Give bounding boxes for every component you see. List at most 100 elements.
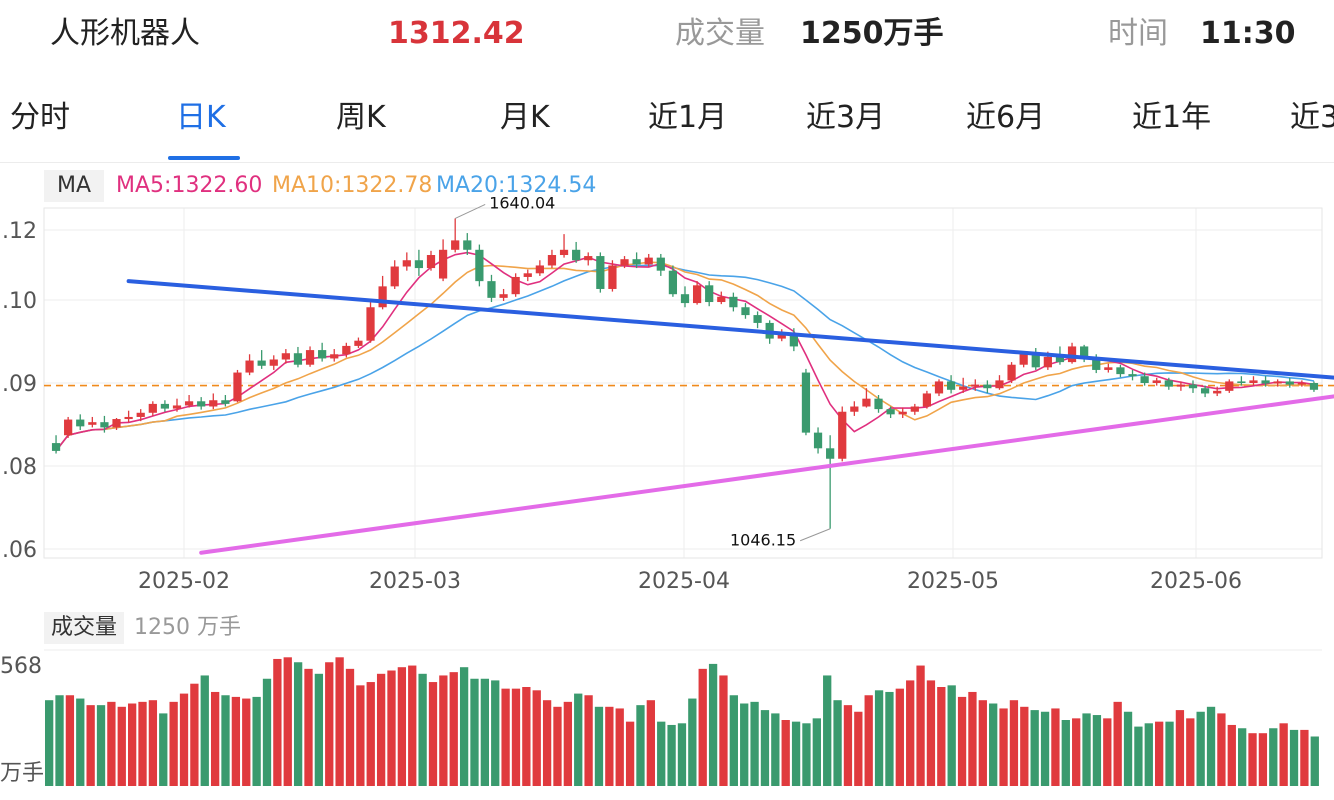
candle <box>1200 385 1210 398</box>
trend-lines <box>126 279 1334 555</box>
instrument-name: 人形机器人 <box>50 16 200 51</box>
candle <box>245 354 254 376</box>
candle-body <box>1200 388 1210 394</box>
candle <box>342 342 351 358</box>
volume-bar <box>532 690 541 786</box>
volume-tag[interactable]: 成交量 <box>44 612 124 644</box>
candle <box>499 288 508 301</box>
candle <box>1164 377 1173 390</box>
candle-body <box>1249 380 1258 383</box>
volume-bar <box>1040 711 1050 786</box>
volume-bar <box>418 673 427 786</box>
candle-body <box>717 296 726 303</box>
volume-bar <box>117 706 126 786</box>
volume-bar <box>667 724 676 786</box>
candle-body <box>197 401 206 407</box>
volume-bar <box>750 701 759 786</box>
candle <box>934 379 944 397</box>
candle <box>547 249 557 269</box>
candle <box>281 349 290 364</box>
tab-6-months[interactable]: 近6月 <box>966 100 1046 135</box>
tab-3-years[interactable]: 近3 <box>1290 100 1334 135</box>
candle <box>971 379 980 391</box>
tab-intraday[interactable]: 分时 <box>10 100 70 135</box>
volume-bar <box>1165 721 1174 786</box>
volume-bar <box>729 695 738 786</box>
candle-body <box>64 419 73 436</box>
tab-monthly-k[interactable]: 月K <box>500 100 550 135</box>
volume-value: 1250万手 <box>800 16 944 51</box>
candle <box>862 388 871 408</box>
volume-axis-labels: 568 万手 <box>0 654 44 786</box>
candle-body <box>1309 383 1319 390</box>
candle <box>717 291 726 305</box>
ma5-line <box>55 251 1315 452</box>
volume-bar <box>1082 713 1091 786</box>
ma-legend: MA MA5:1322.60 MA10:1322.78 MA20:1324.54 <box>0 170 1334 202</box>
candle <box>1213 386 1222 397</box>
candle <box>1285 377 1294 388</box>
candle <box>1104 363 1113 373</box>
volume-bar <box>273 658 282 786</box>
volume-bar <box>957 696 967 786</box>
price-plot-frame <box>43 207 1323 559</box>
volume-bar <box>439 675 448 786</box>
tab-1-year[interactable]: 近1年 <box>1132 100 1212 135</box>
candle <box>946 375 956 394</box>
tab-3-months[interactable]: 近3月 <box>806 100 886 135</box>
candle-body <box>330 354 339 359</box>
volume-bar <box>283 657 292 786</box>
date-tick-label: 2025-03 <box>369 569 461 594</box>
candle <box>1007 362 1016 383</box>
volume-bar <box>1030 710 1039 786</box>
candle-body <box>680 294 690 304</box>
candle <box>826 435 835 529</box>
candle <box>1237 376 1246 386</box>
last-price: 1312.42 <box>388 16 525 51</box>
volume-bar <box>325 662 334 786</box>
candle-body <box>293 353 303 365</box>
volume-bar <box>314 673 324 786</box>
candle-body <box>1164 380 1173 387</box>
date-tick-label: 2025-02 <box>138 569 230 594</box>
candle <box>584 252 593 266</box>
volume-bar <box>522 687 531 786</box>
volume-label: 成交量 <box>675 16 765 51</box>
tab-weekly-k[interactable]: 周K <box>336 100 386 135</box>
candle <box>88 416 97 428</box>
candle-body <box>354 340 363 346</box>
ma-tag[interactable]: MA <box>44 170 104 202</box>
candle <box>318 342 327 362</box>
candle <box>390 260 399 289</box>
tab-1-month[interactable]: 近1月 <box>648 100 728 135</box>
candle <box>874 395 883 413</box>
volume-bar <box>563 701 572 786</box>
date-axis-labels: 2025-02 2025-03 2025-04 2025-05 2025-06 <box>138 569 1242 594</box>
candle <box>922 390 932 409</box>
candle-body <box>475 249 484 282</box>
candle <box>293 346 303 368</box>
volume-bar <box>1009 700 1019 786</box>
volume-bar <box>1217 713 1226 786</box>
ma20-value: MA20:1324.54 <box>436 173 597 198</box>
candle-body <box>1067 346 1077 363</box>
volume-bar <box>45 700 54 786</box>
volume-bar <box>200 675 209 786</box>
candle-body <box>668 270 678 295</box>
candle-body <box>838 411 847 459</box>
candle <box>910 403 919 415</box>
tab-daily-k[interactable]: 日K <box>176 100 226 135</box>
volume-bar <box>252 696 261 786</box>
candle <box>402 252 411 271</box>
candle-body <box>76 419 85 427</box>
candle-body <box>1128 374 1137 377</box>
candle <box>184 395 194 408</box>
volume-bar <box>895 688 904 786</box>
candle-body <box>777 334 786 339</box>
candle <box>197 397 206 410</box>
volume-bar <box>1103 718 1112 786</box>
candle <box>898 407 907 418</box>
candle <box>305 346 315 367</box>
price-tick-label: .09 <box>2 372 37 397</box>
